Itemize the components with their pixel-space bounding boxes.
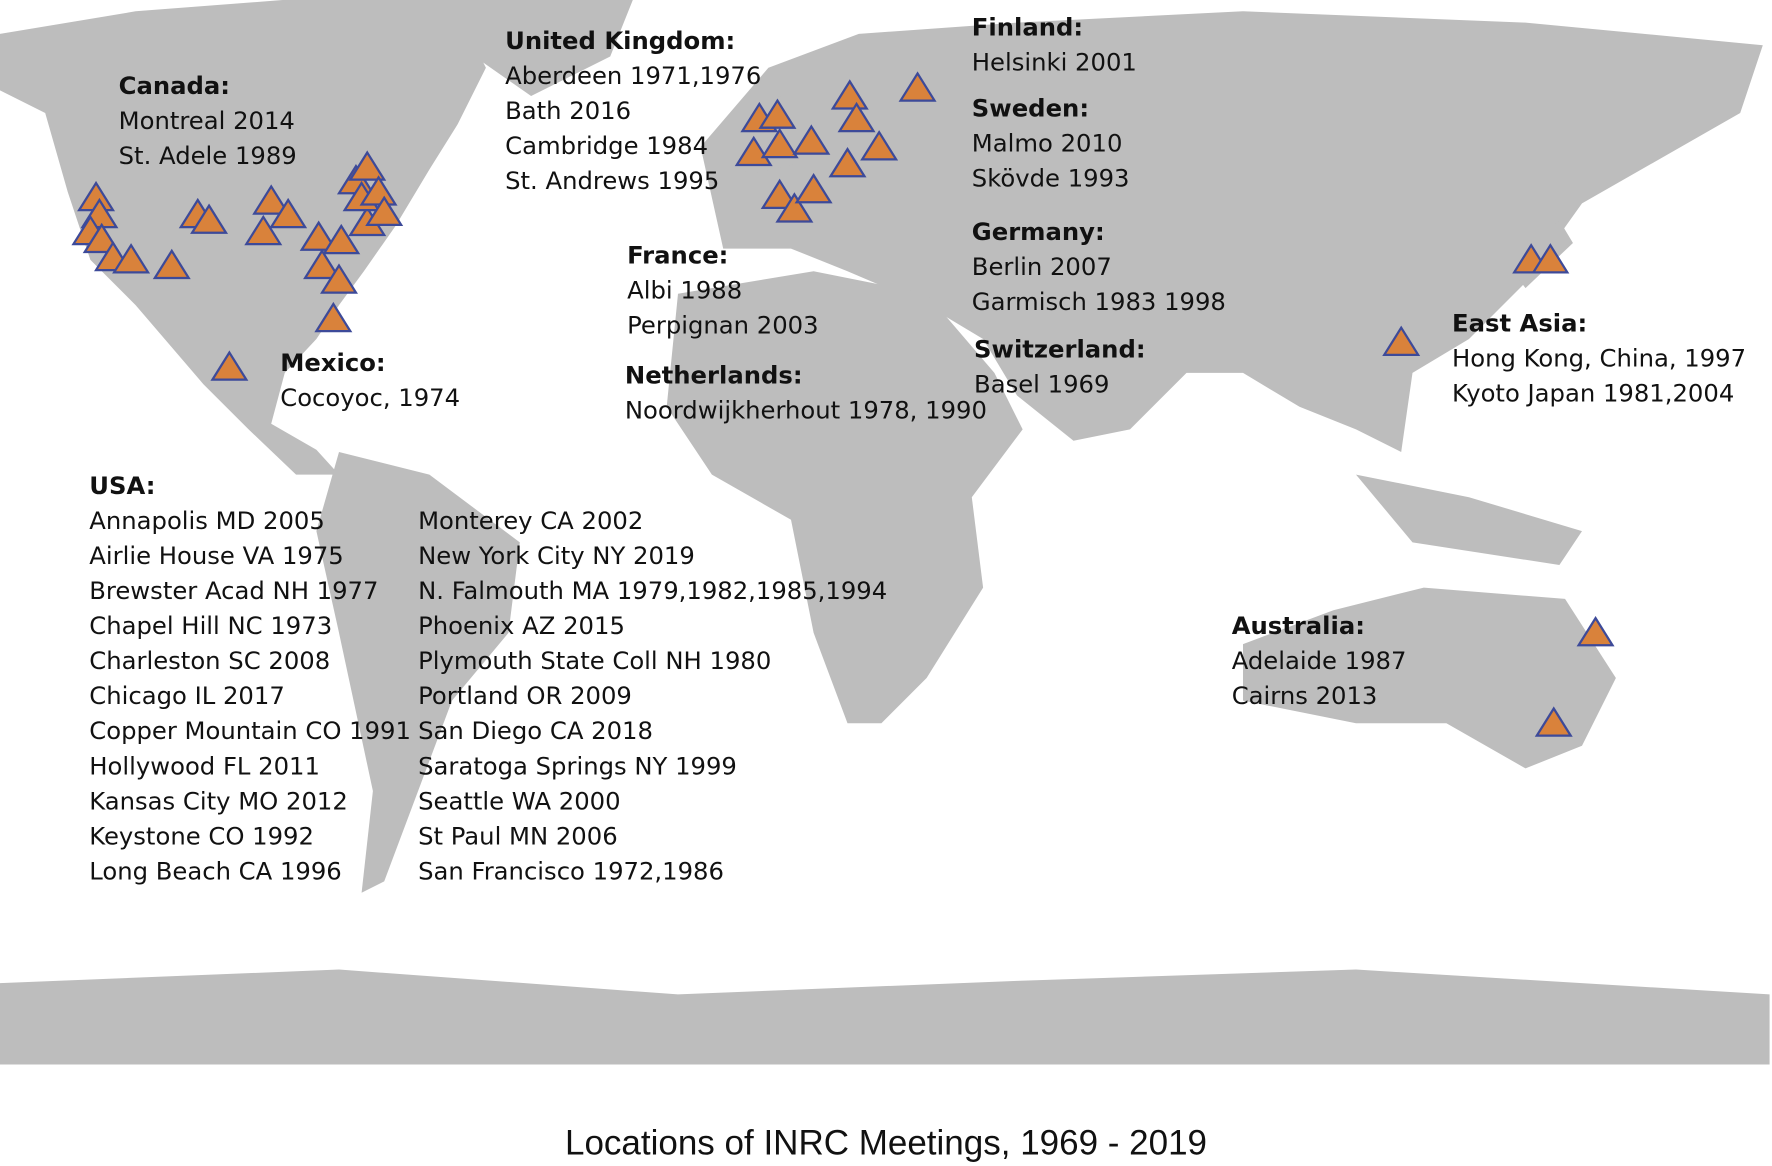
meeting-site <box>1534 706 1573 737</box>
region-title: Canada: <box>119 71 230 100</box>
region-entry: Kyoto Japan 1981,2004 <box>1452 378 1734 407</box>
eurasia <box>700 11 1763 453</box>
meeting-site <box>760 127 799 159</box>
meeting-site <box>112 243 151 274</box>
region-entry: Berlin 2007 <box>972 252 1112 281</box>
region-entry: Malmo 2010 <box>972 129 1123 158</box>
region-entry: Skövde 1993 <box>972 164 1130 193</box>
region-entry: New York City NY 2019 <box>418 541 695 570</box>
region-entry: Cocoyoc, 1974 <box>280 383 460 412</box>
region-entry: Hong Kong, China, 1997 <box>1452 343 1746 372</box>
meeting-site <box>303 248 342 280</box>
meeting-site <box>760 178 799 210</box>
region-entry: San Diego CA 2018 <box>418 716 653 745</box>
region-entry: Chapel Hill NC 1973 <box>89 611 332 640</box>
region-entry: Hollywood FL 2011 <box>89 751 320 780</box>
region-entry: Basel 1969 <box>974 369 1109 398</box>
meeting-site <box>252 184 291 215</box>
region-entry: Annapolis MD 2005 <box>89 506 325 535</box>
region-title: Netherlands: <box>625 360 803 389</box>
region-entry: Garmisch 1983 1998 <box>972 287 1226 316</box>
meeting-site <box>1576 615 1615 647</box>
meeting-site <box>314 301 353 333</box>
region-title: Finland: <box>972 12 1083 41</box>
region-title: Switzerland: <box>974 334 1146 363</box>
meeting-site <box>365 195 404 226</box>
meeting-site <box>190 203 229 234</box>
meeting-site <box>359 175 398 206</box>
region-entry: St Paul MN 2006 <box>418 821 618 850</box>
region-entry: Aberdeen 1971,1976 <box>505 61 761 90</box>
region-title: Sweden: <box>972 94 1089 123</box>
region-title: USA: <box>89 471 155 500</box>
region-entry: St. Andrews 1995 <box>505 166 719 195</box>
region-entry: Plymouth State Coll NH 1980 <box>418 646 771 675</box>
meeting-sites <box>71 71 1615 737</box>
meeting-site <box>837 101 876 133</box>
region-entry: Seattle WA 2000 <box>418 786 620 815</box>
meeting-site <box>1531 243 1570 274</box>
region-entry: Copper Mountain CO 1991 <box>89 716 411 745</box>
region-entry: Bath 2016 <box>505 96 631 125</box>
meeting-site <box>152 248 191 280</box>
greenland <box>429 0 633 97</box>
meeting-site <box>82 222 121 254</box>
meeting-site <box>299 220 338 251</box>
region-entry: Kansas City MO 2012 <box>89 786 348 815</box>
north-america <box>0 0 486 475</box>
meeting-site <box>348 150 387 181</box>
south-america <box>316 452 520 893</box>
caption: Locations of INRC Meetings, 1969 - 2019 <box>565 1123 1207 1162</box>
region-entry: Noordwijkherhout 1978, 1990 <box>625 395 987 424</box>
meeting-site <box>1382 325 1421 356</box>
region-entry: Montreal 2014 <box>119 106 295 135</box>
region-title: Mexico: <box>280 348 385 377</box>
region-entry: Monterey CA 2002 <box>418 506 643 535</box>
region-title: United Kingdom: <box>505 26 735 55</box>
region-entry: Airlie House VA 1975 <box>89 541 343 570</box>
meeting-site <box>320 263 358 294</box>
region-entry: Keystone CO 1992 <box>89 821 314 850</box>
australia <box>1243 587 1616 769</box>
region-entry: Perpignan 2003 <box>627 311 818 340</box>
region-entry: Long Beach CA 1996 <box>89 856 342 885</box>
region-entry: St. Adele 1989 <box>119 141 297 170</box>
meeting-site <box>210 350 249 381</box>
region-entry: Phoenix AZ 2015 <box>418 611 625 640</box>
meeting-site <box>758 98 797 129</box>
region-entry: San Francisco 1972,1986 <box>418 856 724 885</box>
meeting-site <box>794 173 833 204</box>
meeting-site <box>322 223 361 255</box>
africa <box>666 271 1023 724</box>
region-entry: Cambridge 1984 <box>505 131 708 160</box>
meeting-site <box>828 147 867 178</box>
meeting-site <box>860 130 899 161</box>
region-entry: Saratoga Springs NY 1999 <box>418 751 737 780</box>
meeting-site <box>244 214 283 246</box>
region-labels: Canada: Montreal 2014 St. Adele 1989 United… <box>89 12 1746 885</box>
region-entry: Adelaide 1987 <box>1232 646 1407 675</box>
southeast-asia-islands <box>1356 474 1582 565</box>
meeting-site <box>775 192 814 223</box>
region-title: Germany: <box>972 217 1105 246</box>
region-title: East Asia: <box>1452 308 1587 337</box>
region-entry: Cairns 2013 <box>1232 681 1378 710</box>
antarctica <box>0 969 1770 1065</box>
region-entry: Charleston SC 2008 <box>89 646 330 675</box>
region-entry: Brewster Acad NH 1977 <box>89 576 378 605</box>
region-entry: Chicago IL 2017 <box>89 681 285 710</box>
meeting-site <box>269 197 308 229</box>
region-title: France: <box>627 241 728 270</box>
meeting-site <box>830 79 869 110</box>
meeting-site <box>898 71 937 102</box>
region-entry: Helsinki 2001 <box>972 47 1137 76</box>
meeting-site <box>792 124 831 155</box>
region-entry: Albi 1988 <box>627 276 742 305</box>
region-entry: N. Falmouth MA 1979,1982,1985,1994 <box>418 576 887 605</box>
region-entry: Portland OR 2009 <box>418 681 632 710</box>
world-map: Canada: Montreal 2014 St. Adele 1989 United… <box>0 0 1770 1065</box>
region-title: Australia: <box>1232 611 1365 640</box>
